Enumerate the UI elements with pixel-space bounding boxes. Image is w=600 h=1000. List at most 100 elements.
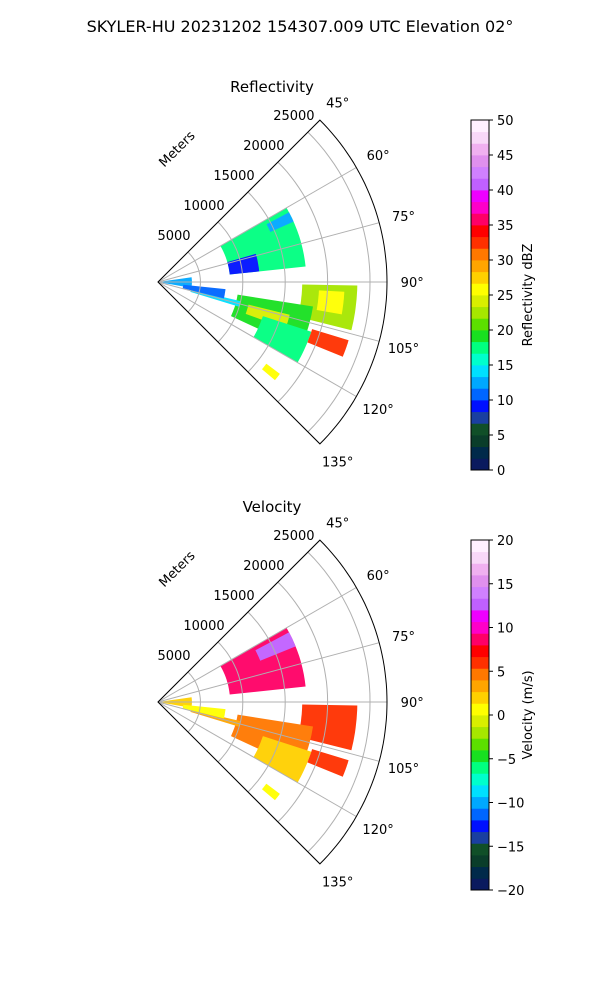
azimuth-gridline (157, 587, 357, 703)
echo-cell (297, 704, 358, 751)
velocity-panel: Velocity 45° 60° 75° 90° 105° 120° 135° 5000 1000… (157, 498, 536, 899)
colorbar-tick-label: 40 (497, 184, 514, 199)
azimuth-tick-label: 90° (401, 276, 424, 291)
azimuth-tick-label: 105° (388, 342, 419, 357)
azimuth-tick-label: 75° (392, 210, 415, 225)
colorbar-segment (471, 120, 489, 133)
colorbar-segment (471, 866, 489, 879)
echo-cell (307, 329, 349, 357)
colorbar-tick-label: 10 (497, 394, 514, 409)
colorbar-tick-label: 5 (497, 665, 505, 680)
echo-cell (262, 783, 280, 801)
colorbar-segment (471, 633, 489, 646)
colorbar-segment (471, 691, 489, 704)
colorbar-segment (471, 656, 489, 669)
colorbar-tick-label: 0 (497, 709, 505, 724)
colorbar-segment (471, 143, 489, 156)
azimuth-tick-label: 135° (322, 456, 353, 471)
colorbar-segment (471, 318, 489, 331)
azimuth-tick-label: 120° (362, 823, 393, 838)
colorbar-tick-label: 20 (497, 324, 514, 339)
colorbar-segment (471, 213, 489, 226)
colorbar-tick-label: 0 (497, 464, 505, 479)
colorbar-segment (471, 376, 489, 389)
colorbar-segment (471, 820, 489, 833)
colorbar-segment (471, 330, 489, 343)
colorbar-segment (471, 843, 489, 856)
colorbar-segment (471, 236, 489, 249)
reflectivity-panel: Reflectivity45°60°75°90°105°120°135°5000… (157, 78, 536, 479)
colorbar-segment (471, 131, 489, 144)
colorbar-segment (471, 446, 489, 459)
colorbar-segment (471, 855, 489, 868)
colorbar-segment (471, 610, 489, 623)
colorbar-tick-label: 15 (497, 359, 514, 374)
echo-cell (182, 704, 226, 719)
colorbar-segment (471, 645, 489, 658)
azimuth-gridline (157, 281, 380, 342)
radial-tick-label: 25000 (273, 109, 314, 124)
colorbar-segment (471, 668, 489, 681)
colorbar-segment (471, 248, 489, 261)
colorbar-segment (471, 178, 489, 191)
radial-tick-label: 15000 (213, 169, 254, 184)
colorbar-segment (471, 761, 489, 774)
echo-cell (255, 632, 296, 661)
colorbar-segment (471, 201, 489, 214)
colorbar-segment (471, 260, 489, 273)
radial-axis-label: Meters (157, 548, 199, 590)
colorbar-segment (471, 353, 489, 366)
colorbar-segment (471, 773, 489, 786)
figure-suptitle: SKYLER-HU 20231202 154307.009 UTC Elevat… (87, 17, 514, 36)
colorbar-segment (471, 563, 489, 576)
azimuth-gridline (157, 642, 380, 703)
azimuth-tick-label: 105° (388, 762, 419, 777)
colorbar-segment (471, 808, 489, 821)
colorbar-tick-label: 20 (497, 534, 514, 549)
colorbar-segment (471, 878, 489, 891)
radial-tick-label: 5000 (157, 229, 190, 244)
colorbar-segment (471, 400, 489, 413)
colorbar-segment (471, 575, 489, 588)
colorbar-segment (471, 796, 489, 809)
radial-tick-label: 25000 (273, 529, 314, 544)
colorbar-segment (471, 738, 489, 751)
radial-tick-label: 10000 (183, 199, 224, 214)
colorbar-tick-label: −20 (497, 884, 524, 899)
colorbar-segment (471, 458, 489, 471)
colorbar-tick-label: −10 (497, 797, 524, 812)
echo-cell (307, 749, 349, 777)
colorbar-segment (471, 225, 489, 238)
colorbar-segment (471, 190, 489, 203)
colorbar-segment (471, 423, 489, 436)
colorbar-segment (471, 831, 489, 844)
colorbar-segment (471, 388, 489, 401)
azimuth-gridline (157, 281, 357, 397)
colorbar-tick-label: 30 (497, 254, 514, 269)
panel-title: Velocity (243, 498, 302, 516)
azimuth-tick-label: 45° (326, 96, 349, 111)
colorbar-tick-label: −15 (497, 840, 524, 855)
echo-cell (220, 627, 306, 695)
colorbar-tick-label: 10 (497, 622, 514, 637)
colorbar-segment (471, 750, 489, 763)
colorbar-segment (471, 540, 489, 553)
colorbar-tick-label: −5 (497, 753, 516, 768)
radial-tick-label: 20000 (243, 559, 284, 574)
azimuth-tick-label: 60° (367, 149, 390, 164)
radial-tick-label: 5000 (157, 649, 190, 664)
azimuth-gridline (157, 167, 357, 283)
colorbar-segment (471, 411, 489, 424)
echo-cell (316, 290, 345, 315)
colorbar-segment (471, 435, 489, 448)
colorbar-segment (471, 680, 489, 693)
colorbar-segment (471, 155, 489, 168)
colorbar-segment (471, 271, 489, 284)
colorbar-tick-label: 35 (497, 219, 514, 234)
radial-tick-label: 20000 (243, 139, 284, 154)
azimuth-tick-label: 135° (322, 876, 353, 891)
colorbar-tick-label: 5 (497, 429, 505, 444)
colorbar-segment (471, 715, 489, 728)
